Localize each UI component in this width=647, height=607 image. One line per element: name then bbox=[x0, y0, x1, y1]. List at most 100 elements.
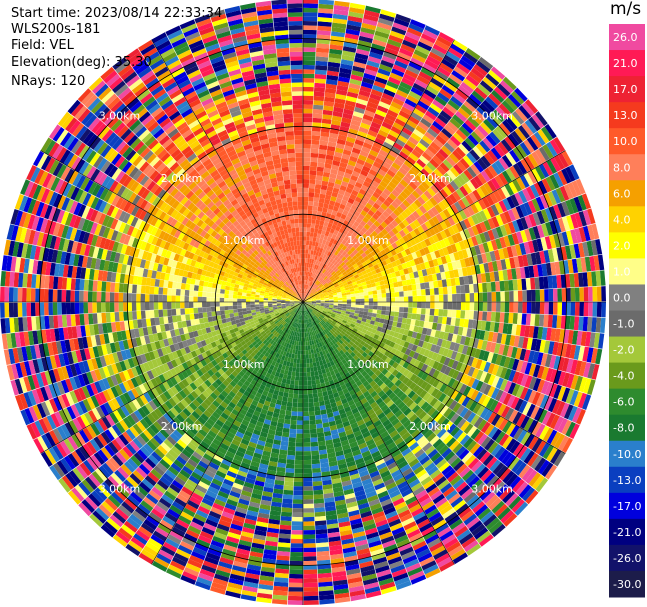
velocity-gate bbox=[355, 217, 363, 224]
velocity-gate bbox=[311, 131, 321, 136]
velocity-gate bbox=[370, 145, 381, 154]
velocity-gate bbox=[322, 281, 327, 286]
velocity-gate bbox=[358, 173, 367, 181]
velocity-gate bbox=[322, 114, 333, 120]
velocity-gate bbox=[486, 311, 492, 322]
velocity-gate bbox=[321, 122, 331, 129]
velocity-gate bbox=[308, 354, 312, 359]
velocity-gate bbox=[578, 227, 587, 243]
velocity-gate bbox=[453, 251, 460, 261]
velocity-gate bbox=[474, 201, 483, 212]
velocity-gate bbox=[320, 298, 325, 301]
velocity-gate bbox=[294, 354, 298, 359]
velocity-gate bbox=[438, 201, 447, 211]
velocity-gate bbox=[295, 442, 303, 447]
velocity-gate bbox=[360, 169, 369, 177]
velocity-gate bbox=[326, 70, 339, 77]
velocity-gate bbox=[312, 122, 322, 128]
velocity-gate bbox=[578, 272, 584, 287]
velocity-gate bbox=[354, 257, 360, 264]
velocity-gate bbox=[316, 215, 322, 221]
velocity-gate bbox=[432, 120, 444, 132]
velocity-gate bbox=[344, 284, 349, 289]
velocity-gate bbox=[456, 62, 471, 75]
velocity-gate bbox=[534, 314, 540, 327]
velocity-gate bbox=[501, 100, 515, 114]
velocity-gate bbox=[309, 424, 317, 430]
velocity-gate bbox=[530, 277, 536, 290]
velocity-gate bbox=[303, 455, 312, 461]
velocity-gate bbox=[560, 274, 567, 288]
velocity-gate bbox=[553, 172, 564, 188]
velocity-gate bbox=[318, 149, 327, 155]
velocity-gate bbox=[349, 193, 357, 201]
velocity-gate bbox=[455, 146, 466, 158]
velocity-gate bbox=[320, 279, 325, 284]
velocity-gate bbox=[546, 159, 558, 174]
velocity-gate bbox=[434, 203, 443, 214]
velocity-gate bbox=[313, 250, 317, 256]
velocity-gate bbox=[327, 289, 332, 293]
velocity-gate bbox=[374, 234, 382, 241]
velocity-gate bbox=[303, 262, 305, 267]
velocity-gate bbox=[519, 203, 529, 217]
velocity-gate bbox=[378, 101, 391, 110]
velocity-gate bbox=[480, 273, 487, 283]
velocity-gate bbox=[417, 41, 433, 52]
velocity-gate bbox=[439, 188, 449, 199]
velocity-gate bbox=[305, 295, 310, 299]
velocity-gate bbox=[359, 308, 365, 312]
velocity-gate bbox=[303, 600, 319, 605]
velocity-gate bbox=[394, 118, 406, 127]
velocity-gate bbox=[458, 209, 468, 220]
velocity-gate bbox=[312, 273, 316, 278]
velocity-gate bbox=[391, 162, 401, 171]
velocity-gate bbox=[531, 151, 543, 166]
velocity-gate bbox=[470, 163, 481, 176]
velocity-gate bbox=[508, 312, 514, 324]
velocity-gate bbox=[328, 262, 334, 268]
velocity-gate bbox=[368, 302, 374, 306]
velocity-gate bbox=[314, 370, 319, 376]
velocity-gate bbox=[366, 283, 372, 289]
velocity-gate bbox=[432, 194, 442, 204]
velocity-gate bbox=[398, 167, 408, 176]
velocity-gate bbox=[538, 146, 550, 161]
velocity-gate bbox=[385, 288, 391, 294]
velocity-gate bbox=[303, 161, 311, 166]
velocity-gate bbox=[517, 313, 523, 325]
velocity-gate bbox=[428, 315, 434, 323]
velocity-gate bbox=[346, 302, 352, 305]
velocity-gate bbox=[447, 262, 454, 271]
velocity-gate bbox=[570, 287, 576, 302]
velocity-gate bbox=[332, 111, 343, 118]
velocity-gate bbox=[517, 302, 523, 313]
velocity-gate bbox=[449, 253, 456, 262]
velocity-gate bbox=[385, 207, 393, 215]
velocity-gate bbox=[288, 366, 293, 372]
velocity-gate bbox=[294, 459, 303, 465]
velocity-gate bbox=[354, 181, 363, 189]
velocity-gate bbox=[280, 516, 292, 522]
velocity-gate bbox=[324, 217, 330, 223]
velocity-gate bbox=[416, 216, 425, 226]
velocity-gate bbox=[352, 255, 358, 261]
velocity-gate bbox=[521, 278, 527, 290]
velocity-gate bbox=[303, 174, 310, 180]
velocity-gate bbox=[347, 270, 353, 276]
velocity-gate bbox=[311, 245, 315, 251]
velocity-gate bbox=[428, 236, 436, 245]
velocity-gate bbox=[351, 302, 356, 305]
velocity-gate bbox=[569, 164, 580, 180]
velocity-gate bbox=[432, 43, 448, 55]
velocity-gate bbox=[329, 237, 335, 244]
velocity-gate bbox=[369, 278, 376, 284]
velocity-gate bbox=[381, 297, 387, 302]
velocity-gate bbox=[409, 222, 417, 230]
velocity-gate bbox=[462, 207, 472, 218]
velocity-gate bbox=[342, 195, 350, 202]
velocity-gate bbox=[310, 152, 319, 158]
velocity-gate bbox=[313, 91, 325, 97]
velocity-gate bbox=[588, 286, 593, 302]
velocity-gate bbox=[321, 180, 329, 186]
